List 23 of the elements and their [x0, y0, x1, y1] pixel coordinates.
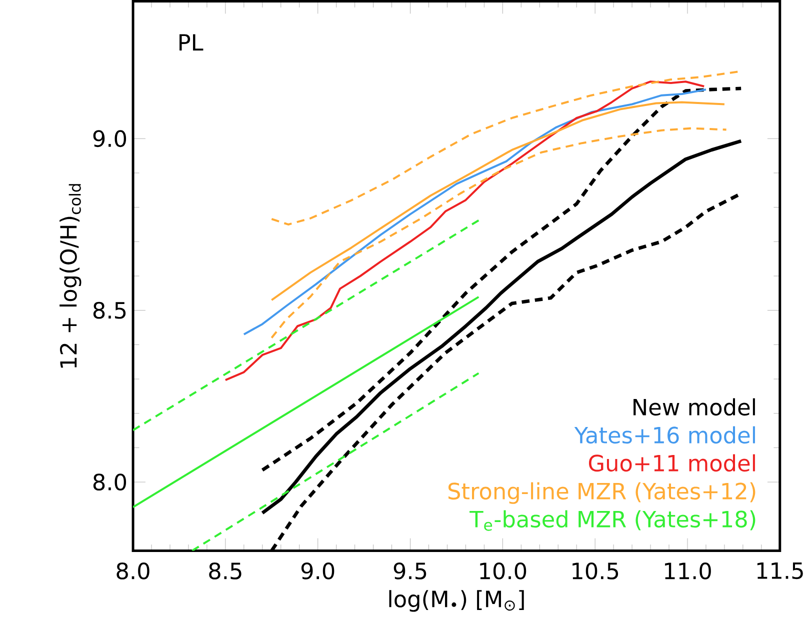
annotation: PL: [180, 34, 204, 51]
line-series: [242, 88, 707, 336]
text: New model: [634, 398, 755, 416]
x-tick-label: 9.5: [394, 562, 426, 580]
line-series: [270, 101, 726, 302]
text: Guo+11 model: [588, 454, 755, 472]
y-tick-label: 9.0: [93, 130, 126, 148]
x-tick-label: 11.5: [757, 562, 803, 580]
x-tick-label: 9.0: [301, 562, 334, 580]
x-tick-label: 8.5: [209, 562, 242, 580]
y-tick-label: 8.0: [93, 474, 126, 491]
line-series: [270, 127, 728, 339]
text: Yates+16 model: [574, 426, 755, 444]
y-tick-label: 8.5: [93, 302, 126, 319]
y-axis-title: 12 + log(O/H)$_{cold}$: [60, 184, 82, 368]
x-tick-label: 8.0: [116, 562, 150, 580]
x-tick-label: 10.5: [572, 562, 618, 580]
x-tick-label: 11.0: [665, 562, 711, 580]
text: Strong-line MZR (Yates+12): [448, 482, 756, 504]
text: T$_{e}$-based MZR (Yates+18): [470, 510, 756, 531]
x-axis-title: log(M$_{•}$) [M$_{⊙}$]: [389, 590, 524, 612]
line-series: [224, 80, 706, 382]
x-tick-label: 10.0: [480, 562, 526, 580]
